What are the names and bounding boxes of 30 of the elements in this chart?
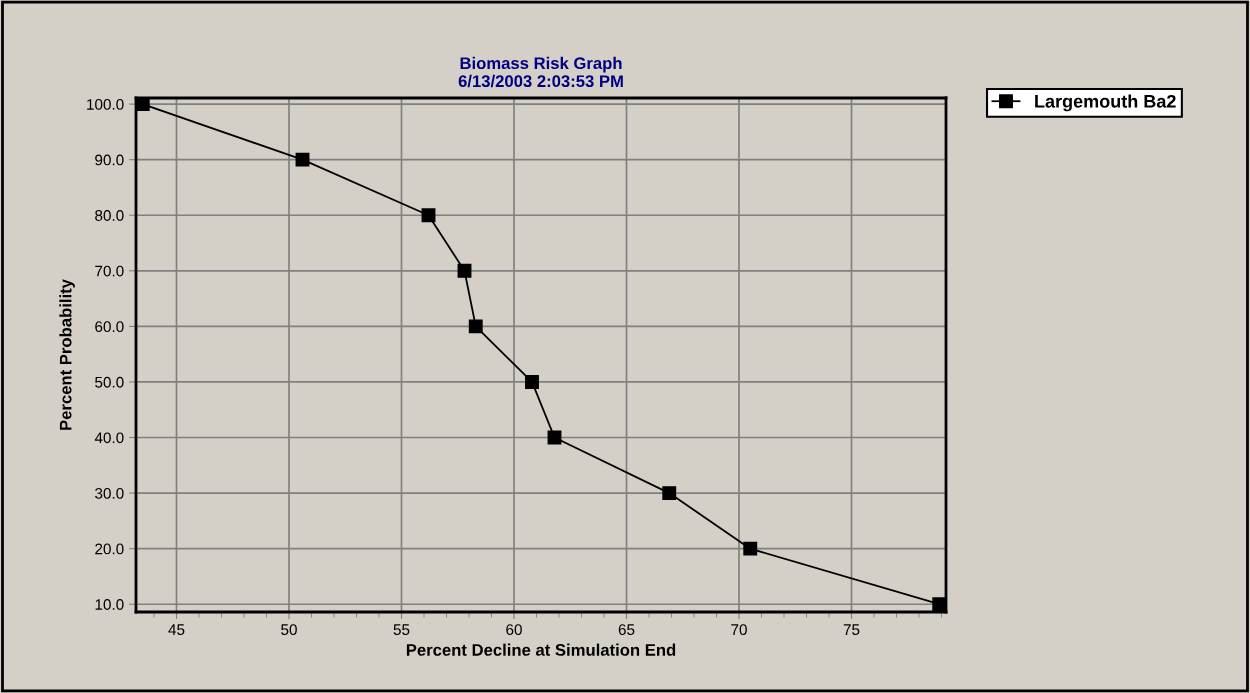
point	[295, 152, 310, 167]
y-tick-label: 100.0	[87, 98, 124, 110]
point	[457, 263, 472, 278]
x-axis-title: Percent Decline at Simulation End	[406, 643, 676, 656]
x-tick-label: 70	[731, 624, 747, 636]
y-tick-label: 70.0	[95, 265, 124, 277]
y-tick-label: 50.0	[95, 376, 124, 388]
legend-label: Largemouth Ba2	[1035, 94, 1176, 112]
x-tick-label: 75	[843, 624, 860, 636]
chart-title: Biomass Risk Graph 6/13/2003 2:03:53 PM	[458, 56, 623, 88]
y-tick-label: 20.0	[95, 543, 124, 555]
point	[135, 97, 150, 112]
x-tick-label: 55	[393, 624, 410, 636]
y-axis-title: Percent Probability	[59, 279, 75, 430]
y-tick-label: 80.0	[95, 210, 124, 221]
y-tick-label: 90.0	[95, 154, 124, 166]
x-tick-label: 65	[618, 624, 635, 636]
point	[662, 486, 677, 501]
y-tick-label: 30.0	[95, 487, 124, 499]
y-tick-label: 40.0	[94, 432, 124, 444]
point	[421, 208, 436, 223]
y-tick-label: 60.0	[95, 321, 124, 333]
point	[468, 319, 483, 334]
y-tick-label: 10.0	[95, 599, 124, 610]
point	[525, 375, 539, 389]
x-tick-label: 45	[168, 624, 185, 636]
point	[932, 597, 947, 612]
x-tick-label: 50	[281, 624, 297, 636]
x-tick-label: 60	[506, 624, 522, 636]
point	[743, 541, 758, 556]
